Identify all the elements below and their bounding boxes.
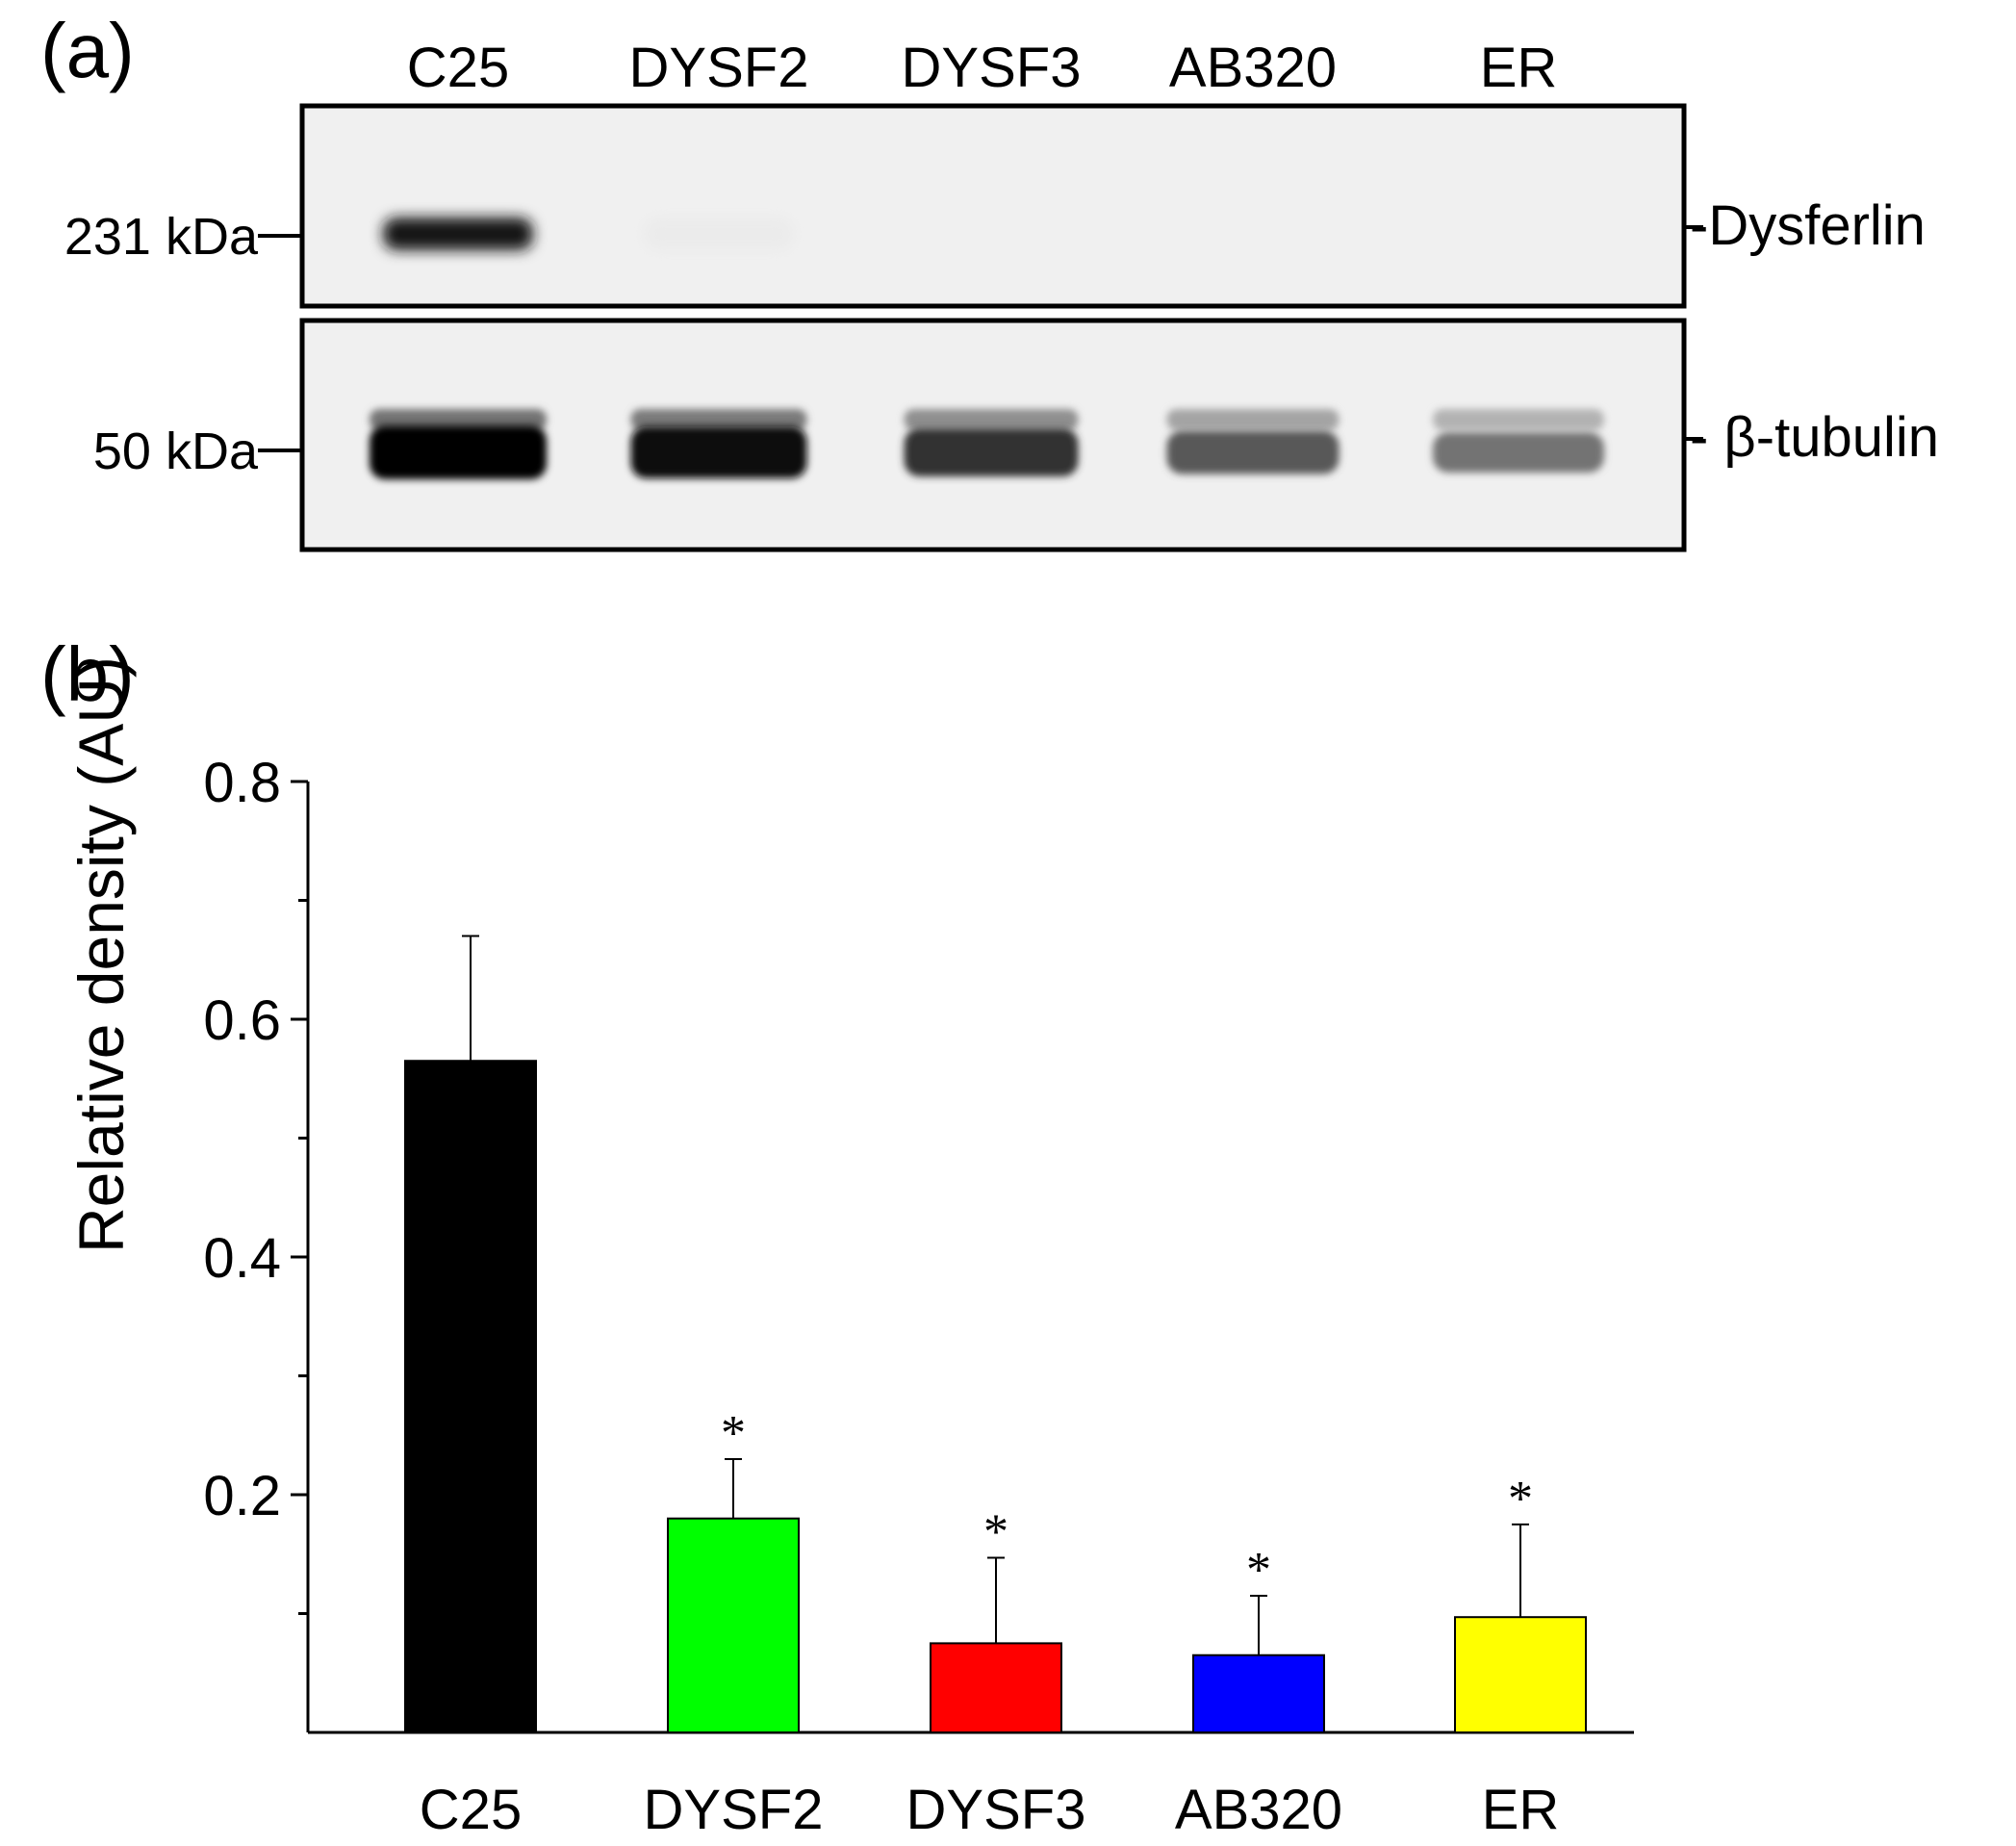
panel-b-letter: (b) (40, 631, 135, 717)
blot-dysferlin: 231 kDa -Dysferlin (64, 103, 1926, 309)
bar-ab320 (1192, 1654, 1325, 1733)
y-tick-label: 0.4 (203, 1227, 281, 1290)
lane-labels: C25 DYSF2 DYSF3 AB320 ER (407, 37, 1557, 99)
marker-231-kda: 231 kDa (64, 208, 259, 266)
error-bars (462, 935, 1529, 1655)
tubulin-band-4 (1433, 432, 1604, 473)
dysferlin-bands (383, 218, 794, 250)
x-category-dysf3: DYSF3 (906, 1779, 1086, 1841)
significance-star-er: * (1508, 1472, 1533, 1526)
significance-markers: * * * * (721, 1406, 1533, 1598)
bar-dysf2 (667, 1517, 800, 1733)
significance-star-ab320: * (1246, 1543, 1271, 1598)
tubulin-upper-band-3 (1166, 409, 1340, 430)
tubulin-band-3 (1166, 430, 1340, 474)
tubulin-band-1 (630, 426, 807, 478)
significance-star-dysf3: * (983, 1504, 1008, 1559)
tubulin-upper-band-0 (370, 409, 547, 430)
lane-label-dysf3: DYSF3 (902, 37, 1082, 99)
x-category-labels: C25 DYSF2 DYSF3 AB320 ER (420, 1779, 1559, 1841)
tubulin-bands (370, 409, 1604, 479)
bar-er (1454, 1616, 1587, 1733)
tubulin-band-2 (904, 428, 1079, 476)
y-tick-label: 0.8 (203, 752, 281, 814)
protein-label-tubulin: - β-tubulin (1690, 406, 1939, 469)
dysferlin-band-1 (644, 218, 794, 250)
bar-c25 (404, 1060, 537, 1733)
blot-tubulin: 50 kDa - β-tubulin (93, 318, 1939, 552)
tubulin-upper-band-1 (630, 409, 807, 430)
lane-label-dysf2: DYSF2 (629, 37, 809, 99)
bar-chart: Relative density (AU) 0.2 0.4 0.6 0.8 * * ** … (65, 656, 1634, 1841)
marker-50-kda: 50 kDa (93, 423, 259, 480)
lane-label-c25: C25 (407, 37, 509, 99)
panel-a-letter: (a) (40, 8, 135, 93)
x-category-er: ER (1482, 1779, 1560, 1841)
tubulin-upper-band-2 (904, 409, 1079, 430)
tubulin-upper-band-4 (1433, 409, 1604, 430)
lane-label-ab320: AB320 (1169, 37, 1337, 99)
x-category-dysf2: DYSF2 (644, 1779, 824, 1841)
significance-star-dysf2: * (721, 1406, 746, 1461)
x-category-ab320: AB320 (1175, 1779, 1342, 1841)
tubulin-band-0 (370, 425, 547, 479)
y-axis-title: Relative density (AU) (65, 656, 137, 1253)
protein-label-dysferlin: -Dysferlin (1690, 194, 1926, 257)
dysferlin-band-0 (383, 218, 533, 250)
y-tick-label: 0.2 (203, 1465, 281, 1527)
blot-dysferlin-frame (299, 103, 1687, 309)
lane-label-er: ER (1480, 37, 1558, 99)
y-tick-label: 0.6 (203, 989, 281, 1052)
bar-dysf3 (930, 1642, 1062, 1733)
x-category-c25: C25 (420, 1779, 522, 1841)
